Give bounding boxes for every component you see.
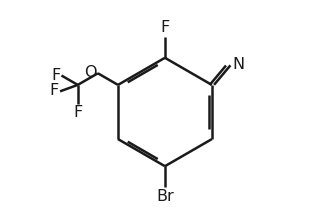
Text: Br: Br — [156, 189, 174, 204]
Text: F: F — [50, 83, 59, 98]
Text: F: F — [51, 68, 60, 83]
Text: F: F — [160, 20, 169, 35]
Text: N: N — [232, 57, 244, 72]
Text: O: O — [84, 65, 97, 80]
Text: F: F — [73, 105, 82, 120]
